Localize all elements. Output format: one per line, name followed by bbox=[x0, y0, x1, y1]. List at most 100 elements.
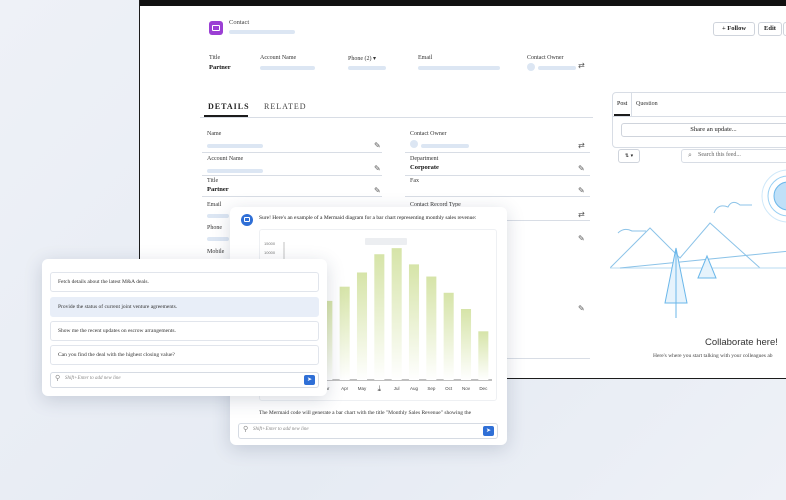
field-mobile-label: Mobile bbox=[207, 249, 225, 255]
edit-name-icon[interactable]: ✎ bbox=[374, 141, 381, 150]
change-owner-icon[interactable]: ⇄ bbox=[578, 61, 585, 70]
paperclip-icon[interactable]: ⚲ bbox=[243, 425, 249, 433]
highlight-email-value[interactable] bbox=[418, 66, 500, 70]
x-tick-label: Dec bbox=[479, 386, 488, 391]
highlight-email-label: Email bbox=[418, 55, 433, 61]
field-email-label: Email bbox=[207, 202, 222, 208]
edit-field-icon[interactable]: ✎ bbox=[578, 234, 585, 243]
field-phone-value[interactable] bbox=[207, 237, 229, 241]
field-divider bbox=[202, 175, 382, 176]
field-fax-label: Fax bbox=[410, 178, 419, 184]
edit-fax-icon[interactable]: ✎ bbox=[578, 186, 585, 195]
bar-apr bbox=[339, 286, 350, 380]
ai-chat-panel: Sure! Here's an example of a Mermaid dia… bbox=[230, 207, 507, 445]
paperclip-icon[interactable]: ⚲ bbox=[55, 374, 61, 382]
bar-aug bbox=[408, 264, 420, 380]
empty-feed-title: Collaborate here! bbox=[705, 337, 778, 348]
field-owner-avatar bbox=[410, 140, 418, 148]
field-owner-value[interactable] bbox=[421, 144, 469, 148]
bar-mar bbox=[322, 300, 333, 380]
feed-tab-question[interactable]: Question bbox=[636, 101, 658, 107]
bar-dec bbox=[478, 331, 489, 380]
tabs-divider bbox=[200, 117, 593, 118]
field-divider bbox=[202, 196, 382, 197]
feed-tab-post[interactable]: Post bbox=[617, 101, 628, 107]
object-label: Contact bbox=[229, 19, 250, 26]
feed-tab-separator bbox=[631, 93, 632, 116]
highlight-account-label: Account Name bbox=[260, 55, 297, 61]
field-name-label: Name bbox=[207, 131, 222, 137]
assistant-footer-text: The Mermaid code will generate a bar cha… bbox=[259, 410, 472, 416]
tab-details[interactable]: DETAILS bbox=[208, 102, 250, 111]
highlight-phone-label[interactable]: Phone (2) ▾ bbox=[348, 56, 377, 62]
field-name-value bbox=[207, 144, 263, 148]
suggestions-panel: Fetch details about the latest M&A deals… bbox=[42, 259, 327, 396]
suggestion-item[interactable]: Can you find the deal with the highest c… bbox=[50, 345, 319, 365]
bar-jun bbox=[374, 254, 385, 380]
field-department-label: Department bbox=[410, 156, 439, 162]
field-title-value: Partner bbox=[207, 186, 229, 193]
field-owner-label: Contact Owner bbox=[410, 131, 447, 137]
edit-title-icon[interactable]: ✎ bbox=[374, 186, 381, 195]
bar-may bbox=[356, 272, 368, 380]
follow-button[interactable]: + Follow bbox=[713, 22, 755, 36]
x-tick-label: May bbox=[358, 386, 367, 391]
field-department-value: Corporate bbox=[410, 164, 439, 171]
tab-active-underline bbox=[204, 115, 248, 117]
suggestion-item[interactable]: Fetch details about the latest M&A deals… bbox=[50, 272, 319, 292]
bar-nov bbox=[460, 309, 472, 380]
field-divider bbox=[405, 196, 590, 197]
field-divider bbox=[202, 152, 382, 153]
field-title-label: Title bbox=[207, 178, 219, 184]
feed-sort-button[interactable]: ⇅ ▾ bbox=[618, 149, 640, 163]
download-icon[interactable]: ⤓ bbox=[378, 384, 382, 393]
collaborate-illustration bbox=[610, 169, 786, 318]
field-account-label: Account Name bbox=[207, 156, 244, 162]
y-tick-label: 15000 bbox=[264, 241, 276, 246]
search-icon: ⌕ bbox=[688, 151, 692, 159]
feed-tab-divider bbox=[613, 116, 786, 117]
chat-input-placeholder: Shift+Enter to add new line bbox=[253, 427, 309, 432]
suggestion-item[interactable]: Show me the recent updates on escrow arr… bbox=[50, 321, 319, 341]
chat-input-placeholder: Shift+Enter to add new line bbox=[65, 376, 121, 381]
edit-button[interactable]: Edit bbox=[758, 22, 782, 36]
suggestions-chat-input[interactable]: ⚲ Shift+Enter to add new line ➤ bbox=[50, 372, 319, 388]
y-tick-label: 10000 bbox=[264, 250, 276, 255]
edit-field-icon[interactable]: ✎ bbox=[578, 304, 585, 313]
highlight-account-value[interactable] bbox=[260, 66, 315, 70]
x-tick-label: Apr bbox=[341, 386, 349, 391]
feed-composer bbox=[612, 92, 786, 148]
change-record-type-icon[interactable]: ⇄ bbox=[578, 210, 585, 219]
edit-department-icon[interactable]: ✎ bbox=[578, 164, 585, 173]
highlight-owner-label: Contact Owner bbox=[527, 55, 564, 61]
highlight-owner-value[interactable] bbox=[538, 66, 576, 70]
suggestion-item-selected[interactable]: Provide the status of current joint vent… bbox=[50, 297, 319, 317]
change-owner-icon[interactable]: ⇄ bbox=[578, 141, 585, 150]
edit-account-icon[interactable]: ✎ bbox=[374, 164, 381, 173]
contact-object-icon bbox=[209, 21, 223, 35]
bar-jul bbox=[391, 248, 402, 380]
field-record-type-label: Contact Record Type bbox=[410, 202, 461, 208]
x-tick-label: Jul bbox=[394, 386, 400, 391]
bar-oct bbox=[443, 292, 454, 380]
field-email-value[interactable] bbox=[207, 214, 229, 218]
top-nav-bar bbox=[140, 0, 786, 6]
field-account-value[interactable] bbox=[207, 169, 263, 173]
field-phone-label: Phone bbox=[207, 225, 222, 231]
feed-tab-underline bbox=[614, 114, 630, 116]
assistant-message: Sure! Here's an example of a Mermaid dia… bbox=[259, 215, 477, 221]
feed-search-input[interactable]: ⌕ Search this feed... bbox=[681, 149, 786, 163]
highlight-phone-value bbox=[348, 66, 386, 70]
empty-feed-subtitle: Here's where you start talking with your… bbox=[653, 353, 773, 359]
send-button[interactable]: ➤ bbox=[483, 426, 494, 436]
more-actions-button[interactable] bbox=[783, 22, 786, 36]
share-update-button[interactable]: Share an update... bbox=[621, 123, 786, 137]
x-tick-label: Nov bbox=[462, 386, 471, 391]
highlight-title-label: Title bbox=[209, 55, 221, 61]
x-tick-label: Aug bbox=[410, 386, 419, 391]
chat-input[interactable]: ⚲ Shift+Enter to add new line ➤ bbox=[238, 423, 498, 439]
chart-title-box bbox=[365, 238, 407, 245]
tab-related[interactable]: RELATED bbox=[264, 102, 307, 111]
send-button[interactable]: ➤ bbox=[304, 375, 315, 385]
x-tick-label: Sep bbox=[427, 386, 436, 391]
